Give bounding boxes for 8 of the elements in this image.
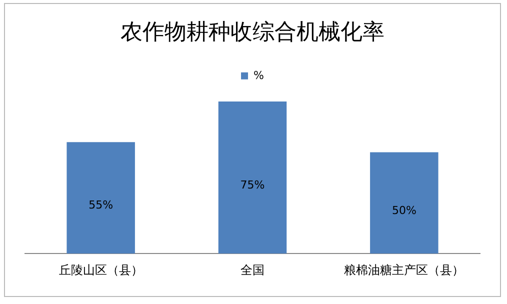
x-tick-label: 全国	[240, 262, 264, 277]
x-tick-label: 丘陵山区（县）	[58, 262, 143, 277]
data-label: 50%	[392, 204, 416, 217]
legend-label: %	[254, 68, 264, 82]
data-label: 75%	[240, 178, 265, 192]
data-label: 55%	[88, 198, 114, 212]
x-tick-label: 粮棉油糖主产区（县）	[344, 262, 464, 277]
chart-title: 农作物耕种收综合机械化率	[120, 20, 384, 45]
